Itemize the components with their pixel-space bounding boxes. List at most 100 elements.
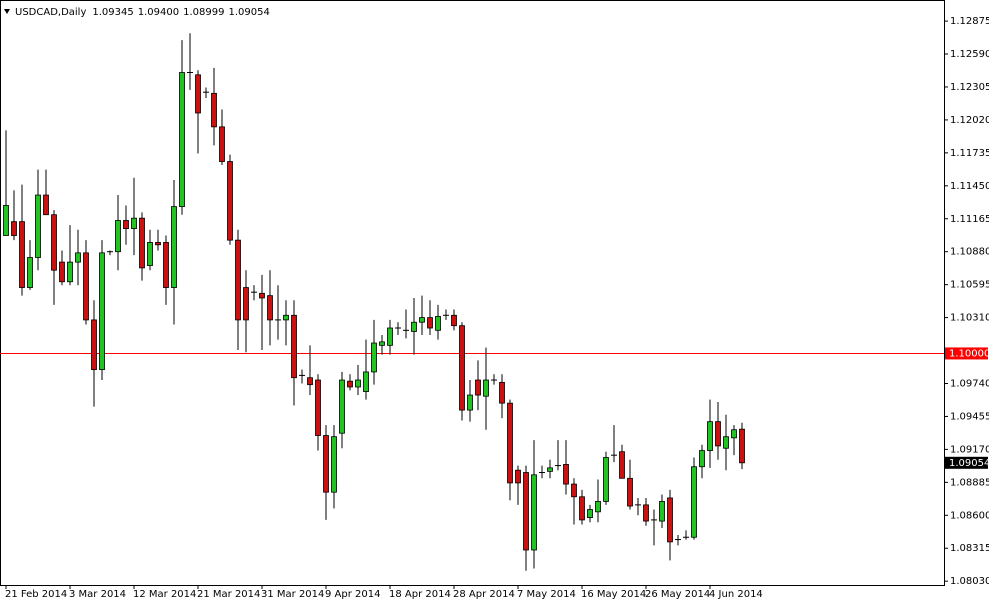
candle-body [331,436,337,493]
last-price-label: 1.09054 [949,458,989,469]
x-tick-label: 3 Mar 2014 [69,589,126,600]
candle-body [691,466,697,538]
x-tick-label: 7 May 2014 [517,589,576,600]
level-label: 1.10000 [949,348,989,359]
x-tick-label: 21 Mar 2014 [197,589,260,600]
x-tick-label: 16 May 2014 [581,589,646,600]
candle-body [291,314,297,379]
candle-body [387,327,393,346]
candle-body [435,316,441,331]
candle-body [219,126,225,162]
candle-body [139,217,145,269]
y-tick-label: 1.08315 [950,543,989,554]
candle-body [75,252,81,263]
x-tick-label: 4 Jun 2014 [709,589,763,600]
candle-body [99,252,105,371]
candle-body [323,435,329,493]
candle-body [155,242,161,246]
candle-body [603,457,609,502]
candle-body [451,314,457,327]
candle-body [3,205,9,236]
y-tick-label: 1.10880 [950,247,989,258]
candle-body [123,220,129,229]
candle-body [27,257,33,288]
candle-body [83,252,89,321]
candle-body [379,341,385,346]
y-tick-label: 1.10595 [950,280,989,291]
candle-body [699,450,705,468]
x-tick-label: 9 Apr 2014 [325,589,380,600]
candle-body [371,342,377,373]
candle-body [227,161,233,241]
candle-body [283,314,289,321]
y-tick-label: 1.12875 [950,16,989,27]
menu-arrow[interactable] [4,9,10,14]
last-price-box [945,456,988,469]
candle-body [307,377,313,386]
chart-header: USDCAD,Daily 1.09345 1.09400 1.08999 1.09054 [15,7,270,18]
candle-body [731,429,737,439]
candle-body [235,239,241,321]
candle-body [475,379,481,396]
symbol: USDCAD,Daily [15,7,86,18]
candle-body [171,206,177,288]
candle-body [115,220,121,253]
candle-body [51,214,57,271]
candle-body [547,467,553,472]
x-tick-label: 26 May 2014 [645,589,710,600]
x-tick-label: 28 Apr 2014 [453,589,515,600]
x-tick-label: 18 Apr 2014 [389,589,451,600]
candle-body [347,380,353,388]
x-tick-label: 31 Mar 2014 [261,589,324,600]
candle-body [411,321,417,332]
candle-body [715,421,721,447]
header-close: 1.09054 [228,7,269,18]
y-tick-label: 1.08885 [950,477,989,488]
plot-frame [0,0,945,586]
y-tick-label: 1.11165 [950,214,989,225]
y-tick-label: 1.09740 [950,378,989,389]
candle-body [459,325,465,411]
header-high: 1.09400 [138,7,179,18]
candle-body [523,472,529,551]
y-tick-label: 1.12020 [950,115,989,126]
candle-body [179,72,185,208]
candle-body [531,474,537,551]
x-tick-label: 12 Mar 2014 [133,589,196,600]
candle-body [259,292,265,299]
y-tick-label: 1.12305 [950,82,989,93]
candle-body [571,483,577,498]
candle-body [267,295,273,321]
candle-body [195,74,201,114]
candle-body [579,496,585,521]
candle-body [59,261,65,283]
y-tick-label: 1.12590 [950,49,989,60]
candle-body [147,242,153,266]
header-open: 1.09345 [92,7,133,18]
y-tick-label: 1.08030 [950,576,989,587]
y-tick-label: 1.08600 [950,510,989,521]
y-tick-label: 1.10310 [950,313,989,324]
candle-body [19,221,25,288]
y-tick-label: 1.09170 [950,444,989,455]
candle-body [43,194,49,216]
candle-body [131,217,137,229]
candle-body [35,194,41,258]
candle-body [627,477,633,507]
candle-body [467,394,473,411]
candle-body [563,464,569,485]
candle-body [91,319,97,371]
candle-body [587,509,593,519]
candle-body [427,317,433,329]
candle-body [499,381,505,404]
candle-body [243,287,249,321]
candle-body [595,501,601,513]
candle-body [315,379,321,436]
candle-body [363,371,369,392]
candle-body [419,317,425,323]
candle-body [515,469,521,484]
header-low: 1.08999 [183,7,224,18]
